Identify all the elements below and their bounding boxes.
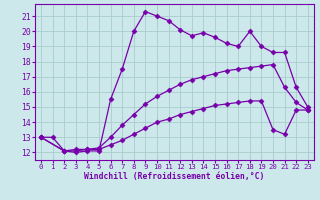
X-axis label: Windchill (Refroidissement éolien,°C): Windchill (Refroidissement éolien,°C)	[84, 172, 265, 181]
